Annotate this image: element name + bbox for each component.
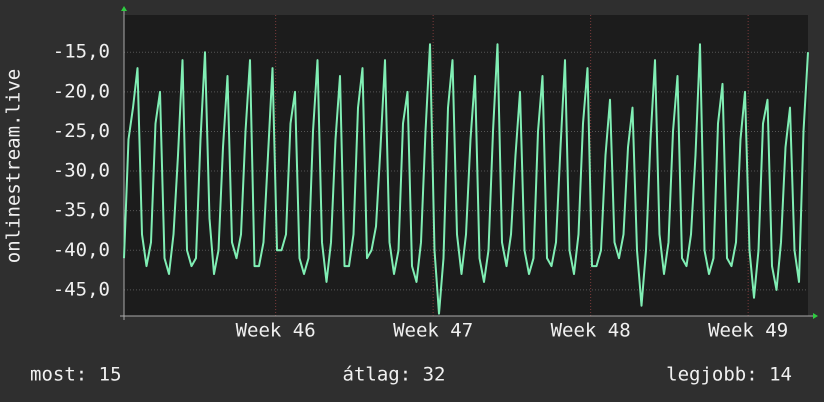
x-tick-label: Week 46: [236, 320, 316, 342]
y-tick-label: -45,0: [53, 278, 110, 300]
x-tick-label: Week 47: [393, 320, 473, 342]
y-tick-label: -15,0: [53, 41, 110, 63]
footer-stat: most: 15: [30, 364, 122, 386]
x-tick-label: Week 48: [551, 320, 631, 342]
y-axis-label: onlinestream.live: [3, 69, 25, 263]
y-tick-label: -35,0: [53, 199, 110, 221]
x-tick-label: Week 49: [708, 320, 788, 342]
footer-stat: legjobb: 14: [666, 364, 792, 386]
y-tick-label: -30,0: [53, 160, 110, 182]
footer-stat: átlag: 32: [343, 364, 446, 386]
plot-area: [124, 15, 808, 316]
axis-arrow: [813, 313, 818, 319]
axis-arrow: [121, 6, 127, 11]
y-tick-label: -20,0: [53, 80, 110, 102]
data-line: [123, 43, 809, 315]
y-tick-label: -40,0: [53, 239, 110, 261]
y-tick-label: -25,0: [53, 120, 110, 142]
